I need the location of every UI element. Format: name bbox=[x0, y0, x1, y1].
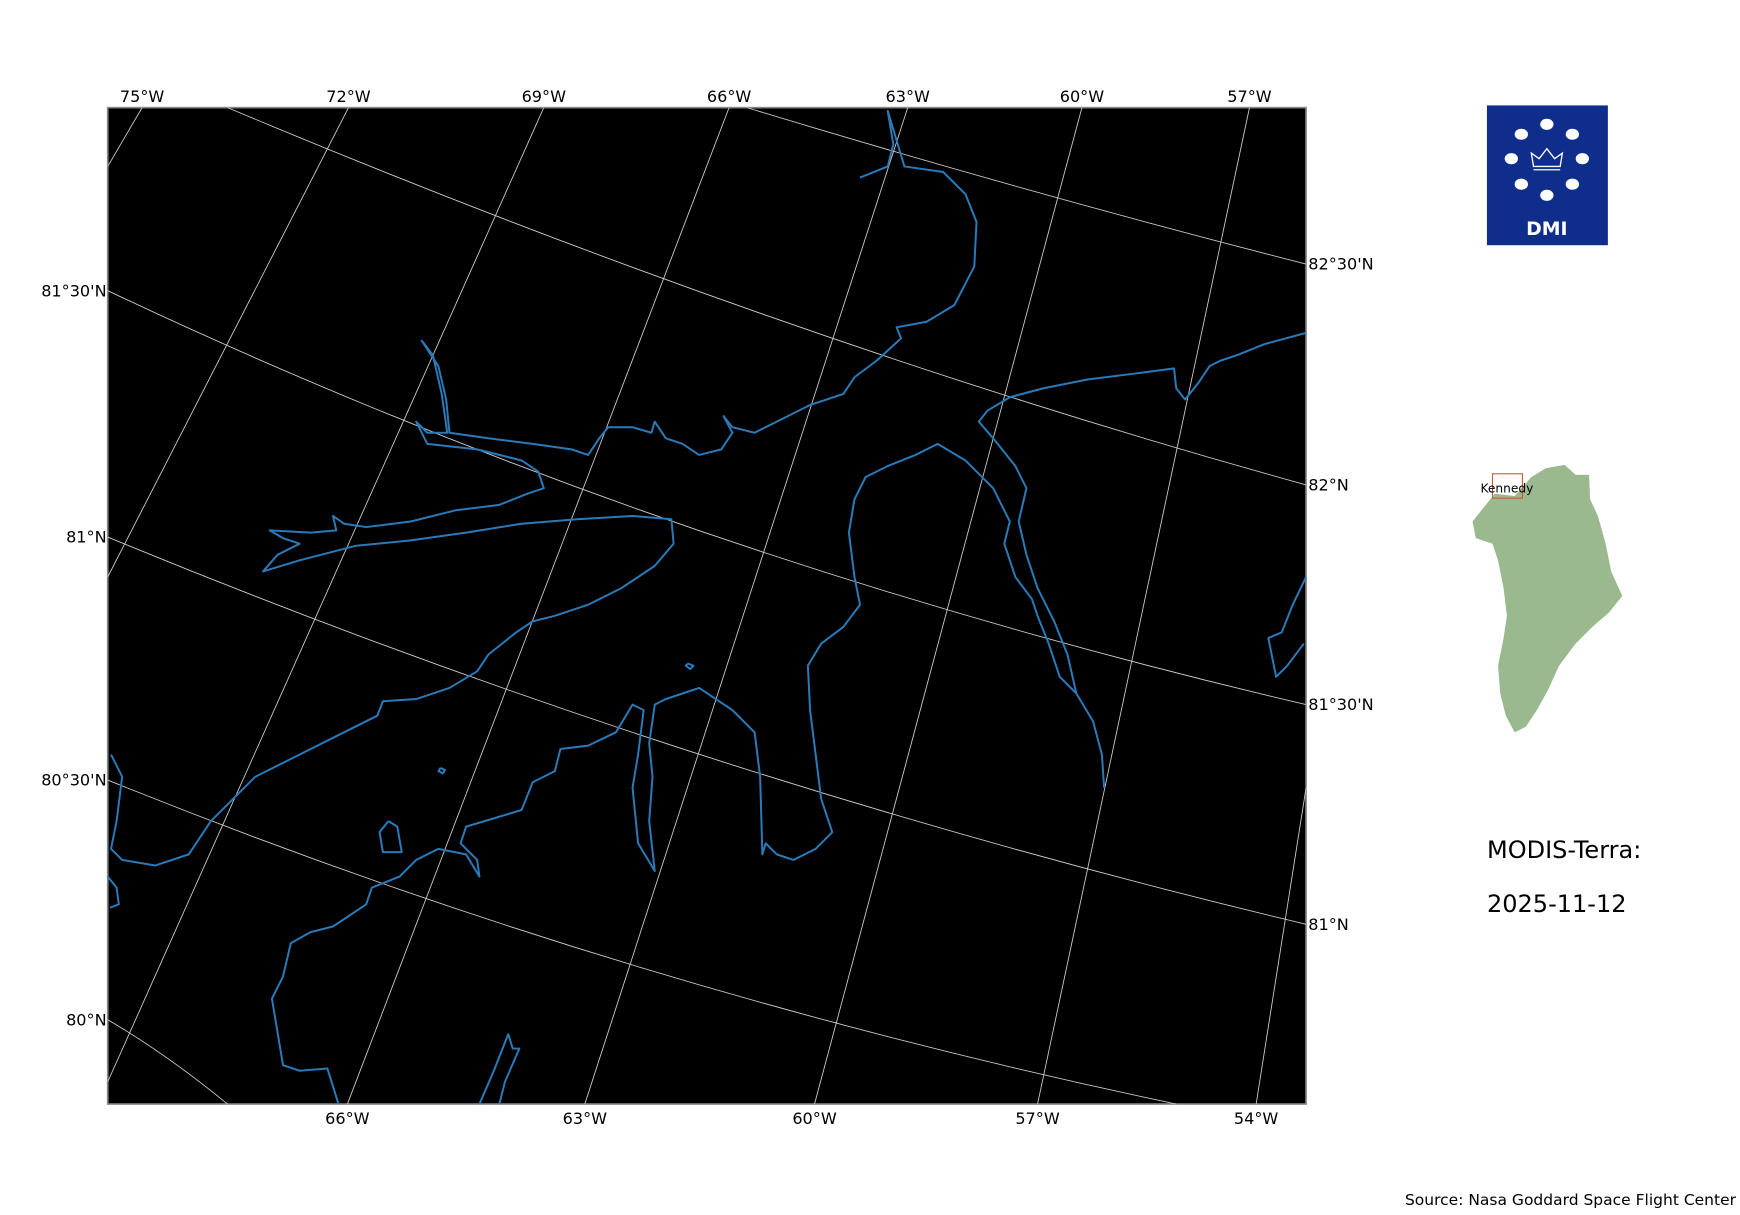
meridian-line bbox=[584, 107, 909, 1105]
tick-label: 57°W bbox=[1015, 1109, 1059, 1128]
tick-label: 80°30'N bbox=[41, 771, 106, 790]
meridian-line bbox=[814, 107, 1083, 1105]
parallel-line bbox=[107, 779, 1177, 1105]
region-label: Kennedy bbox=[1481, 482, 1534, 496]
logo-text: DMI bbox=[1526, 218, 1567, 240]
right-latitude-labels: 82°30'N 82°N 81°30'N 81°N bbox=[1308, 255, 1373, 934]
greenland-inset-map: Kennedy bbox=[1472, 464, 1623, 733]
coastline bbox=[106, 875, 120, 909]
title-sensor: MODIS-Terra: bbox=[1487, 836, 1642, 864]
tick-label: 81°30'N bbox=[1308, 695, 1373, 714]
meridian-line bbox=[107, 107, 143, 167]
coastline bbox=[1267, 576, 1307, 678]
title-date: 2025-11-12 bbox=[1487, 890, 1627, 918]
coastline bbox=[977, 331, 1307, 788]
tick-label: 57°W bbox=[1227, 87, 1271, 106]
coastline bbox=[684, 662, 695, 671]
meridian-line bbox=[1037, 107, 1250, 1105]
meridian-line bbox=[107, 107, 349, 578]
tick-label: 72°W bbox=[326, 87, 370, 106]
crown-icon bbox=[1530, 147, 1564, 171]
tick-label: 82°N bbox=[1308, 475, 1349, 494]
tick-label: 69°W bbox=[522, 87, 566, 106]
tick-label: 60°W bbox=[792, 1109, 836, 1128]
parallel-line bbox=[107, 536, 1307, 925]
graticule bbox=[107, 107, 1307, 1105]
tick-label: 63°W bbox=[563, 1109, 607, 1128]
bottom-longitude-labels: 66°W 63°W 60°W 57°W 54°W bbox=[325, 1109, 1278, 1128]
coastline bbox=[378, 820, 403, 854]
source-credit: Source: Nasa Goddard Space Flight Center bbox=[1404, 1191, 1736, 1209]
top-longitude-labels: 75°W 72°W 69°W 66°W 63°W 60°W 57°W bbox=[120, 87, 1272, 106]
tick-label: 81°30'N bbox=[41, 281, 106, 300]
tick-label: 54°W bbox=[1234, 1109, 1278, 1128]
parallel-line bbox=[227, 107, 1307, 486]
map-frame bbox=[106, 106, 1307, 1105]
tick-label: 81°N bbox=[66, 528, 107, 547]
greenland-landmass bbox=[1472, 464, 1623, 733]
coastline bbox=[110, 109, 978, 867]
dmi-logo: DMI bbox=[1486, 105, 1608, 246]
tick-label: 75°W bbox=[120, 87, 164, 106]
tick-label: 63°W bbox=[886, 87, 930, 106]
tick-label: 66°W bbox=[325, 1109, 369, 1128]
tick-label: 81°N bbox=[1308, 915, 1349, 934]
parallel-line bbox=[107, 1019, 228, 1105]
tick-label: 80°N bbox=[66, 1010, 107, 1029]
tick-label: 66°W bbox=[707, 87, 751, 106]
parallel-line bbox=[746, 107, 1307, 265]
coastline bbox=[437, 766, 447, 775]
coastlines bbox=[106, 109, 1307, 1105]
left-latitude-labels: 81°30'N 81°N 80°30'N 80°N bbox=[41, 281, 106, 1029]
tick-label: 82°30'N bbox=[1308, 255, 1373, 274]
meridian-line bbox=[346, 107, 730, 1105]
meridian-line bbox=[107, 107, 545, 1083]
parallel-line bbox=[107, 290, 1307, 706]
meridian-line bbox=[1255, 787, 1307, 1105]
region-box bbox=[1491, 473, 1523, 499]
tick-label: 60°W bbox=[1060, 87, 1104, 106]
coastline bbox=[270, 442, 1078, 1105]
coastline bbox=[478, 1033, 521, 1105]
